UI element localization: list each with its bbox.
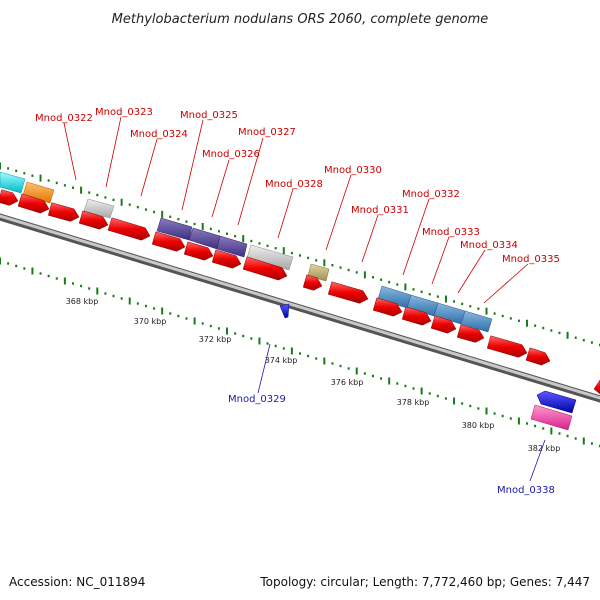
gene-arrow xyxy=(151,231,186,252)
accession-text: Accession: NC_011894 xyxy=(9,575,145,589)
gene-label-0323[interactable]: Mnod_0323 xyxy=(95,107,153,118)
gene-orange-feature xyxy=(22,181,55,204)
tick-label-378: 378 kbp xyxy=(397,398,430,407)
gene-arrow xyxy=(401,306,432,326)
gene-label-0333[interactable]: Mnod_0333 xyxy=(422,227,480,238)
gene-arrow xyxy=(456,324,485,343)
gene-label-0335[interactable]: Mnod_0335 xyxy=(502,254,560,265)
gene-label-0322[interactable]: Mnod_0322 xyxy=(35,113,93,124)
gene-label-0334[interactable]: Mnod_0334 xyxy=(460,240,518,251)
tick-label-380: 380 kbp xyxy=(462,421,495,430)
scale-labels: 368 kbp 370 kbp 372 kbp 374 kbp 376 kbp … xyxy=(66,297,561,453)
gene-arrow xyxy=(17,193,50,214)
gene-arrow xyxy=(430,315,457,334)
gene-steel-feature-0335 xyxy=(460,310,493,333)
gene-arrow-edge xyxy=(593,379,600,395)
gene-purple-feature-0327 xyxy=(216,235,248,258)
tick-label-372: 372 kbp xyxy=(199,335,232,344)
feature-row-reverse xyxy=(279,303,600,431)
genome-title: Methylobacterium nodulans ORS 2060, comp… xyxy=(112,12,489,27)
gene-arrow xyxy=(0,189,19,206)
genome-backbone xyxy=(0,213,600,403)
gene-label-0324[interactable]: Mnod_0324 xyxy=(130,129,188,140)
tick-label-370: 370 kbp xyxy=(134,317,167,326)
tick-label-368: 368 kbp xyxy=(66,297,99,306)
gene-label-0326[interactable]: Mnod_0326 xyxy=(202,149,260,160)
gene-arrow xyxy=(372,297,403,317)
gene-arrow-0329 xyxy=(279,303,290,319)
inner-scale-track xyxy=(0,257,600,448)
gene-grey-feature-0323 xyxy=(83,198,115,219)
gene-arrow-0337 xyxy=(536,390,577,414)
tick-label-382: 382 kbp xyxy=(528,444,561,453)
gene-label-0338[interactable]: Mnod_0338 xyxy=(497,485,555,496)
gene-label-0331[interactable]: Mnod_0331 xyxy=(351,205,409,216)
gene-arrow xyxy=(47,202,80,222)
feature-row-upper xyxy=(0,171,493,333)
gene-label-0325[interactable]: Mnod_0325 xyxy=(180,110,238,121)
gene-arrow xyxy=(211,249,242,269)
feature-row-lower xyxy=(0,189,551,366)
gene-label-0328[interactable]: Mnod_0328 xyxy=(265,179,323,190)
gene-arrow xyxy=(302,274,323,291)
gene-grey-feature-0328 xyxy=(246,244,294,271)
gene-arrow xyxy=(242,256,288,281)
gene-pink-feature-0338 xyxy=(530,404,573,431)
gene-label-0329[interactable]: Mnod_0329 xyxy=(228,394,286,405)
gene-labels-reverse: Mnod_0329 Mnod_0338 xyxy=(228,343,555,496)
genome-summary: Topology: circular; Length: 7,772,460 bp… xyxy=(259,575,590,589)
gene-arrow xyxy=(78,210,109,230)
tick-label-374: 374 kbp xyxy=(265,356,298,365)
gene-arrow xyxy=(183,241,214,261)
gene-label-0327[interactable]: Mnod_0327 xyxy=(238,127,296,138)
gene-arrow xyxy=(486,335,528,358)
gene-labels-forward: Mnod_0322 Mnod_0323 Mnod_0324 Mnod_0325 … xyxy=(35,107,560,304)
gene-arrow xyxy=(107,217,151,241)
gene-label-0332[interactable]: Mnod_0332 xyxy=(402,189,460,200)
outer-dotted-track xyxy=(0,162,600,347)
gene-arrow xyxy=(327,281,369,304)
tick-label-376: 376 kbp xyxy=(331,378,364,387)
gene-cyan-feature xyxy=(0,171,26,194)
gene-arrow xyxy=(525,347,551,366)
gene-label-0330[interactable]: Mnod_0330 xyxy=(324,165,382,176)
